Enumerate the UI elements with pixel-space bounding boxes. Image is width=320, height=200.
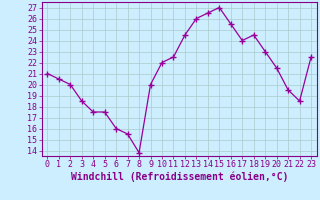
X-axis label: Windchill (Refroidissement éolien,°C): Windchill (Refroidissement éolien,°C) xyxy=(70,172,288,182)
